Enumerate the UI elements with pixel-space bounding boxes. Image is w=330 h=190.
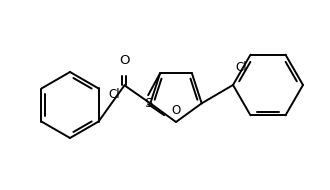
Text: Cl: Cl (109, 88, 120, 101)
Text: Cl: Cl (235, 61, 247, 74)
Text: S: S (144, 97, 152, 110)
Text: O: O (119, 54, 130, 67)
Text: O: O (171, 104, 181, 117)
